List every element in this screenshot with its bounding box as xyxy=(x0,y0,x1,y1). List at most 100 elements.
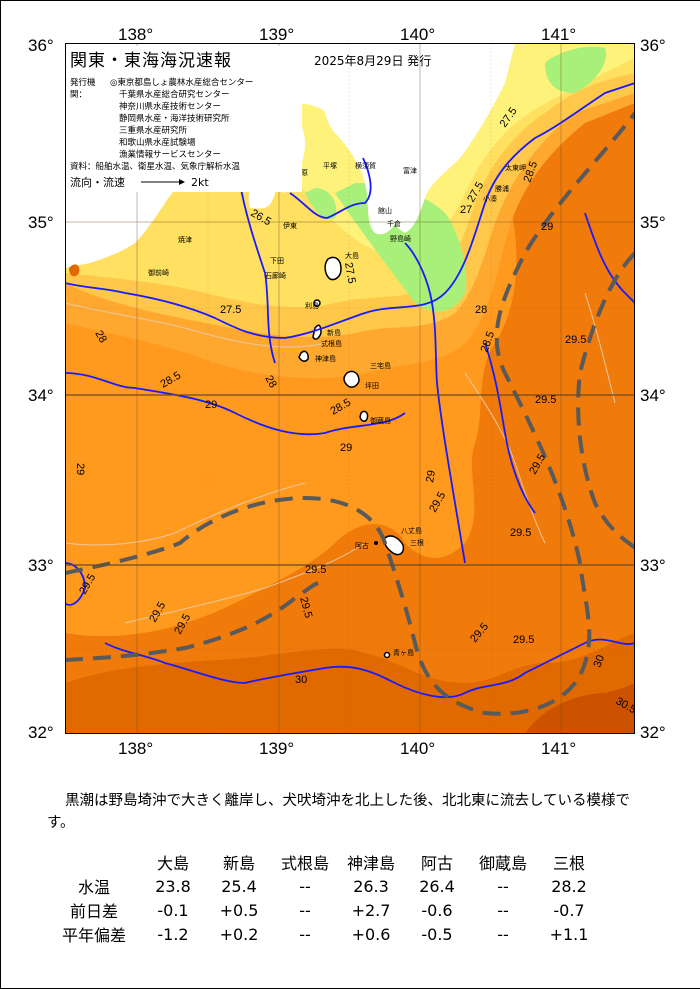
table-cell: -0.6 xyxy=(421,900,453,920)
table-cell: -- xyxy=(497,876,509,896)
isotherm-label: 28 xyxy=(475,304,487,316)
place-label-taitozaki: 太東岬 xyxy=(505,163,526,172)
issuer-2: 神奈川県水産技術センター xyxy=(119,102,222,112)
place-label-ito: 伊東 xyxy=(283,221,297,230)
place-label-yaizu: 焼津 xyxy=(178,235,192,244)
table-cell: -0.1 xyxy=(157,900,189,920)
map-title-block: 関東・東海海況速報 発行機関： ◎東京都島しょ農林水産総合センター 千葉県水産総… xyxy=(70,46,302,192)
table-cell: -- xyxy=(299,876,311,896)
lon-tick-top-139: 139° xyxy=(259,25,295,44)
isotherm-label: 30 xyxy=(592,653,607,669)
map-title: 関東・東海海況速報 xyxy=(70,51,232,71)
place-label-mitsune: 三根 xyxy=(410,538,424,547)
place-label-tateyama: 館山 xyxy=(378,206,392,215)
place-label-kominato: 小湊 xyxy=(483,194,497,203)
page-border-left xyxy=(0,0,1,989)
table-row: 水温 23.8 25.4 -- 26.3 26.4 -- 28.2 xyxy=(48,874,602,898)
issuer-6: 漁業情報サービスセンター xyxy=(119,150,222,160)
issuer-label: 発行機関： xyxy=(70,78,96,100)
isotherm-label: 29.5 xyxy=(513,634,534,646)
lon-tick-bottom-140: 140° xyxy=(400,739,436,758)
place-label-nojimazaki: 野島崎 xyxy=(390,234,411,243)
place-label-toshima: 利島 xyxy=(305,301,319,310)
place-label-ako: 阿古 xyxy=(355,541,369,550)
current-arrow-icon xyxy=(141,179,185,185)
issuer-1: 千葉県水産総合研究センター xyxy=(119,90,230,100)
place-label-chikura: 千倉 xyxy=(387,219,401,228)
isotherm-label: 29 xyxy=(541,221,553,233)
lat-tick-left-36: 36° xyxy=(28,36,54,55)
lat-tick-left-34: 34° xyxy=(28,386,54,405)
isotherm-label: 29.5 xyxy=(510,527,531,539)
isotherm-label: 29 xyxy=(205,399,217,411)
current-legend-scale: 2kt xyxy=(191,175,209,189)
issuer-0: ◎東京都島しょ農林水産総合センター xyxy=(110,78,254,88)
place-label-yokosuka: 横須賀 xyxy=(355,161,376,170)
table-cell: 26.3 xyxy=(353,876,389,896)
column-header: 式根島 xyxy=(280,854,329,873)
place-label-shikinejima: 式根島 xyxy=(321,339,342,348)
lon-tick-top-140: 140° xyxy=(400,25,436,44)
table-cell: 28.2 xyxy=(551,876,587,896)
place-label-oshima: 大島 xyxy=(345,251,359,260)
data-sources: 資料：船舶水温、衛星水温、気象庁解析水温 xyxy=(70,162,241,172)
place-label-aogashima: 青ヶ島 xyxy=(393,648,414,657)
column-header: 神津島 xyxy=(346,854,395,873)
column-header: 大島 xyxy=(156,854,189,873)
issue-date: 2025年8月29日 発行 xyxy=(314,54,432,68)
table-cell: -- xyxy=(299,900,311,920)
place-label-omaezaki: 御前崎 xyxy=(148,268,169,277)
lat-tick-right-35: 35° xyxy=(640,213,666,232)
place-label-tsubota: 坪田 xyxy=(365,382,379,390)
table-cell: -1.2 xyxy=(157,924,189,944)
lon-tick-bottom-139: 139° xyxy=(259,739,295,758)
place-label-kozushima: 神津島 xyxy=(315,354,336,363)
table-cell: +0.6 xyxy=(351,924,391,944)
table-cell: +2.7 xyxy=(351,900,391,920)
isotherm-label: 29.5 xyxy=(565,334,586,346)
table-cell: 26.4 xyxy=(419,876,455,896)
isotherm-label: 30 xyxy=(295,674,307,686)
issuer-5: 和歌山県水産試験場 xyxy=(119,138,196,148)
place-label-hiratsuka: 平塚 xyxy=(323,161,337,170)
column-header: 阿古 xyxy=(420,854,453,873)
table-cell: -- xyxy=(497,900,509,920)
summary-text: 黒潮は野島埼沖で大きく離岸し、犬吠埼沖を北上した後、北北東に流去している模様です… xyxy=(47,793,631,831)
row-label: 水温 xyxy=(77,878,110,897)
isotherm-label: 29 xyxy=(340,442,352,454)
lon-tick-bottom-138: 138° xyxy=(118,739,154,758)
lat-tick-left-32: 32° xyxy=(28,723,54,742)
isotherm-label: 27.5 xyxy=(342,261,358,284)
table-cell: -- xyxy=(299,924,311,944)
place-label-miyakejima: 三宅島 xyxy=(370,361,391,370)
place-label-shimoda: 下田 xyxy=(270,257,284,265)
current-legend-label: 流向・流速 xyxy=(70,176,125,189)
isotherm-label: 29 xyxy=(74,463,86,475)
place-label-hachijojima: 八丈島 xyxy=(401,526,422,535)
lon-tick-top-141: 141° xyxy=(541,25,577,44)
isotherm-label: 27 xyxy=(460,204,472,216)
column-header: 新島 xyxy=(222,854,255,873)
place-label-mikurajima: 御蔵島 xyxy=(370,416,391,425)
lat-tick-right-32: 32° xyxy=(640,723,666,742)
table-cell: -0.5 xyxy=(421,924,453,944)
isotherm-label: 27.5 xyxy=(220,304,241,316)
place-label-futtsu: 富津 xyxy=(403,166,417,175)
issuer-4: 三重県水産研究所 xyxy=(119,126,188,136)
column-header: 三根 xyxy=(552,854,585,873)
table-corner xyxy=(48,850,140,874)
isotherm-label: 29 xyxy=(424,469,438,483)
lat-tick-left-35: 35° xyxy=(28,213,54,232)
table-cell: 23.8 xyxy=(155,876,191,896)
lon-tick-top-138: 138° xyxy=(118,25,154,44)
lat-tick-right-33: 33° xyxy=(640,556,666,575)
table-row: 前日差 -0.1 +0.5 -- +2.7 -0.6 -- -0.7 xyxy=(48,898,602,922)
lon-tick-bottom-141: 141° xyxy=(541,739,577,758)
row-label: 平年偏差 xyxy=(61,926,126,945)
isotherm-label: 29.5 xyxy=(535,394,556,406)
isotherm-label: 29.5 xyxy=(305,564,326,576)
isotherm-label: 29.5 xyxy=(297,596,314,620)
table-cell: +1.1 xyxy=(549,924,589,944)
table-cell: -0.7 xyxy=(553,900,585,920)
table-cell: +0.5 xyxy=(219,900,259,920)
